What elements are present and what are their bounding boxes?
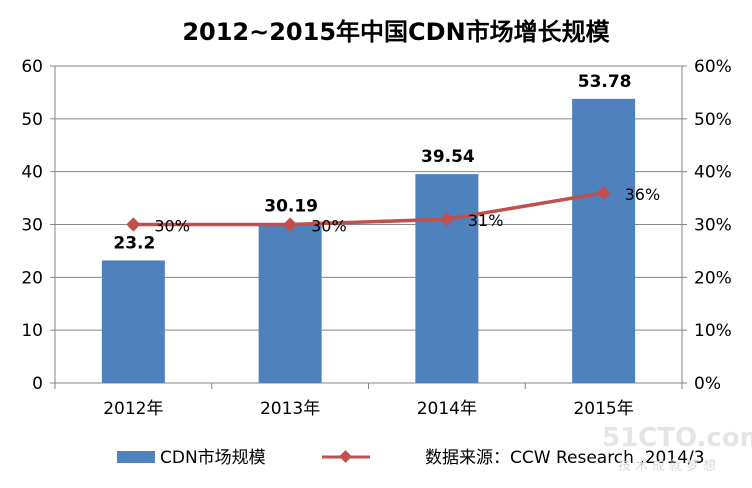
watermark-brand: 51CTO.com (602, 423, 752, 453)
bar-value-label: 23.2 (113, 233, 155, 253)
x-tick-label: 2015年 (573, 399, 633, 419)
bar-value-label: 39.54 (421, 147, 475, 167)
watermark-slogan: 技术成就梦想 (618, 458, 720, 474)
y-left-tick-label: 20 (21, 268, 43, 288)
bar-value-label: 53.78 (578, 72, 632, 92)
bar (101, 260, 165, 383)
growth-point (596, 185, 611, 200)
line-series (126, 185, 611, 232)
x-tick-label: 2013年 (260, 399, 320, 419)
legend-bar-swatch (117, 451, 155, 463)
growth-point (439, 212, 454, 227)
y-left-tick-label: 10 (21, 321, 43, 341)
y-right-tick-label: 20% (694, 268, 732, 288)
y-right-tick-label: 30% (694, 216, 732, 236)
data-labels: 23.2 30.19 39.54 53.78 30% 30% 31% 36% (113, 72, 660, 254)
legend-line-marker (339, 450, 352, 463)
bar (258, 223, 322, 383)
growth-line (133, 191, 604, 227)
y-right-tick-label: 60% (694, 57, 732, 77)
y-right-tick-label: 50% (694, 110, 732, 130)
tick-labels: 0 0% 10 10% 20 20% 30 30% 40 40% 50 50% 60 60% 2012年 20… (21, 57, 731, 419)
source-note: 数据来源：CCW Research ,2014/3 (425, 448, 705, 468)
x-tick-label: 2012年 (103, 399, 163, 419)
legend-bar-label: CDN市场规模 (160, 448, 266, 468)
y-right-tick-label: 0% (694, 374, 721, 394)
y-left-tick-label: 50 (21, 110, 43, 130)
y-right-tick-label: 10% (694, 321, 732, 341)
bar-value-label: 30.19 (264, 196, 318, 216)
growth-value-label: 30% (311, 217, 347, 236)
legend: CDN市场规模 (117, 448, 370, 468)
bar-series (101, 98, 636, 383)
bar (572, 98, 636, 383)
y-left-tick-label: 60 (21, 57, 43, 77)
y-left-tick-label: 40 (21, 163, 43, 183)
y-right-tick-label: 40% (694, 163, 732, 183)
y-left-tick-label: 30 (21, 216, 43, 236)
growth-value-label: 36% (625, 185, 661, 204)
growth-value-label: 30% (154, 217, 190, 236)
growth-point (283, 217, 298, 232)
growth-point (126, 217, 141, 232)
growth-value-label: 31% (468, 211, 504, 230)
bar (415, 174, 479, 383)
x-tick-label: 2014年 (417, 399, 477, 419)
chart-title: 2012~2015年中国CDN市场增长规模 (182, 18, 610, 46)
watermark: 51CTO.com 技术成就梦想 (602, 423, 752, 474)
y-left-tick-label: 0 (32, 374, 43, 394)
